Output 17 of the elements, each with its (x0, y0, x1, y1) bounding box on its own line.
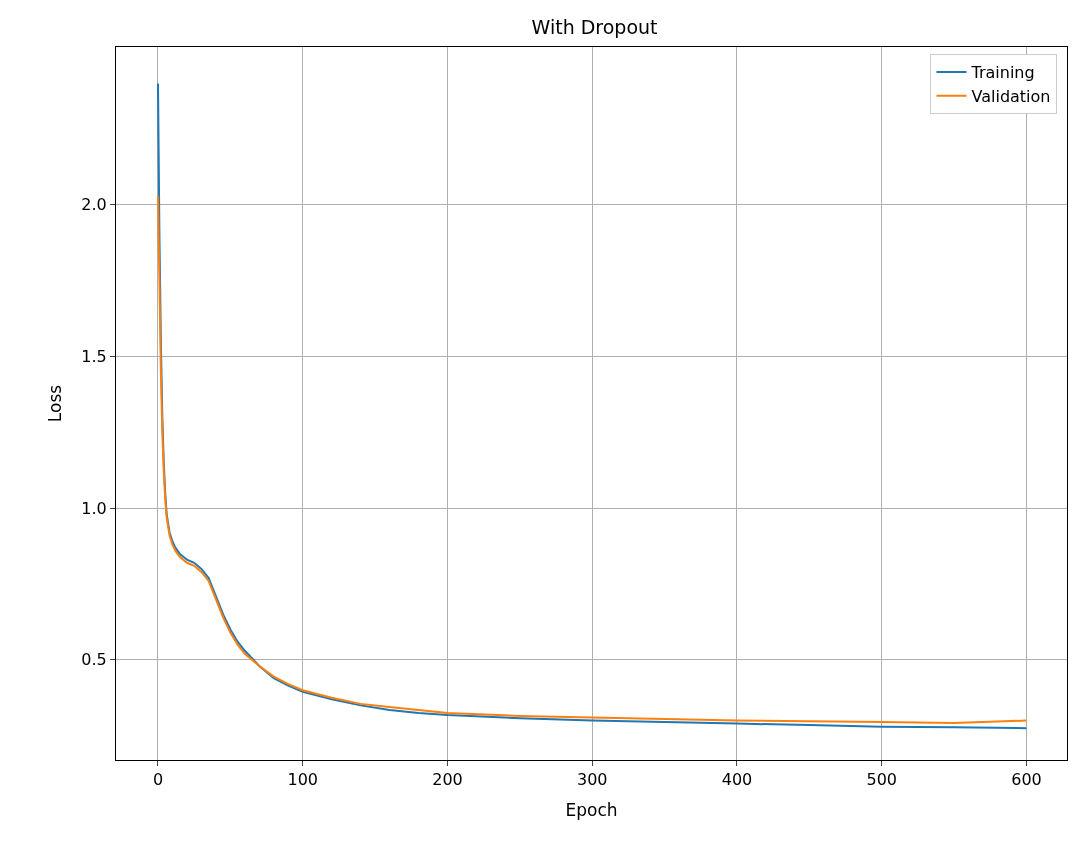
legend-label: Training (970, 63, 1035, 83)
x-tick-label: 600 (1011, 770, 1042, 790)
y-tick-label: 1.5 (81, 347, 107, 367)
legend-label: Validation (971, 87, 1051, 107)
y-axis-title: Loss (44, 384, 65, 423)
y-tick-label: 2.0 (81, 195, 107, 215)
line-series (156, 194, 1028, 724)
x-tick-label: 400 (721, 770, 753, 790)
y-tick-label: 0.5 (81, 650, 107, 670)
x-tick-label: 0 (152, 770, 164, 790)
x-axis-title: Epoch (565, 799, 618, 820)
x-tick-label: 300 (576, 770, 608, 790)
x-tick-label: 100 (287, 770, 318, 790)
x-tick-label: 200 (432, 770, 463, 790)
y-tick-label: 1.0 (81, 498, 107, 518)
x-tick-label: 500 (866, 770, 897, 790)
chart-title: With Dropout (531, 16, 658, 39)
